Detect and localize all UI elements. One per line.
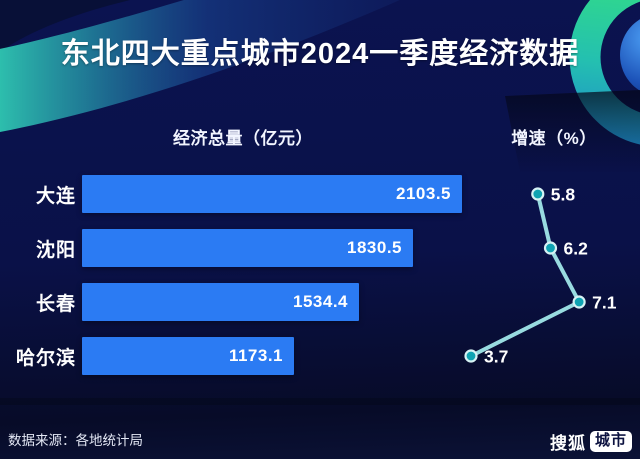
category-label: 长春 [35, 293, 76, 315]
gdp-value-label: 1534.4 [293, 292, 348, 311]
category-label: 大连 [35, 185, 76, 207]
brand-name: 搜狐 [549, 434, 586, 453]
brand-badge: 城市 [589, 431, 632, 452]
page-title: 东北四大重点城市2024一季度经济数据 [60, 38, 580, 70]
category-label: 沈阳 [35, 239, 76, 261]
data-source-note: 数据来源：各地统计局 [8, 433, 143, 448]
gdp-value-label: 1173.1 [228, 346, 283, 365]
line-section-header: 增速（%） [511, 129, 597, 148]
gdp-bar: 1830.5 [82, 229, 413, 267]
brand-logo: 搜狐 城市 [550, 429, 632, 454]
gdp-value-label: 2103.5 [396, 184, 451, 203]
gdp-value-label: 1830.5 [347, 238, 402, 257]
gdp-bar: 1173.1 [82, 337, 294, 375]
gdp-bar: 2103.5 [82, 175, 462, 213]
gdp-bar: 1534.4 [82, 283, 359, 321]
category-label: 哈尔滨 [15, 347, 76, 369]
bar-section-header: 经济总量（亿元） [173, 129, 313, 148]
